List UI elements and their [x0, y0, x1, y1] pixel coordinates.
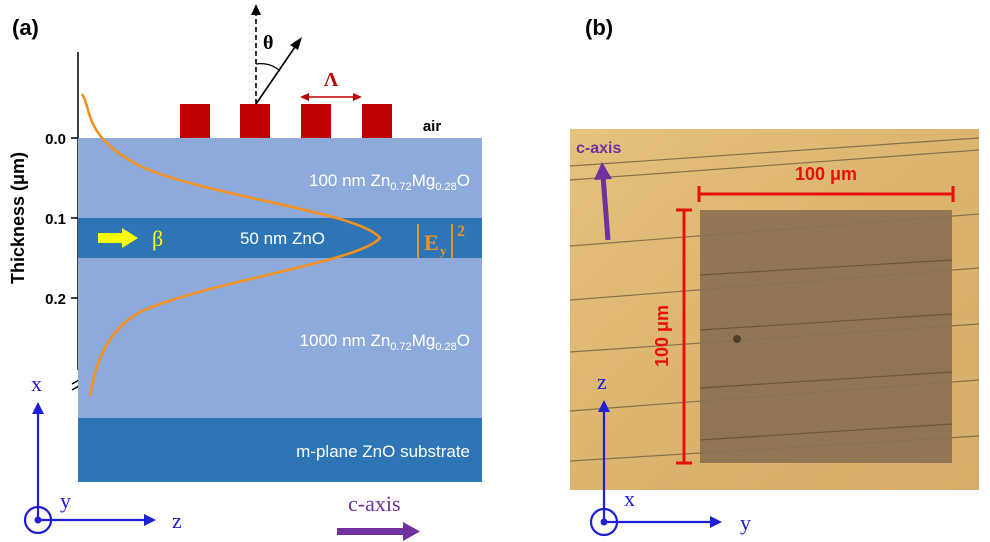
- diffracted-arrowhead-icon: [290, 37, 302, 50]
- coord-z-label-b: z: [597, 369, 607, 394]
- tick-label-2: 0.2: [45, 291, 66, 308]
- coord-z-label-a: z: [172, 508, 182, 533]
- svg-text:y: y: [440, 243, 447, 258]
- propagation-arrow-icon: [98, 228, 138, 248]
- coord-x-label-a: x: [31, 371, 42, 396]
- field-intensity-label: E y 2: [417, 223, 465, 258]
- beta-label: β: [152, 226, 163, 251]
- layer-core: [78, 218, 482, 258]
- width-scale-bar: [697, 186, 955, 202]
- pad-stripes: [699, 259, 953, 441]
- coordinate-axes-b: [589, 400, 722, 537]
- coord-x-label-b: x: [624, 486, 635, 511]
- c-axis-arrow-icon-a: [337, 522, 420, 541]
- thickness-axis-title: Thickness (μm): [8, 152, 28, 284]
- height-scale-label: 100 μm: [652, 305, 672, 367]
- theta-arc: [255, 63, 281, 72]
- panel-b: (b) c-axis: [569, 15, 980, 537]
- coord-y-label-a: y: [60, 488, 71, 513]
- layer-substrate: [78, 418, 482, 482]
- c-axis-label-b: c-axis: [576, 140, 621, 157]
- pad-defect: [733, 335, 741, 343]
- panel-a-label: (a): [12, 15, 39, 40]
- field-profile-curve: [80, 93, 382, 397]
- grating-bar-2: [240, 104, 270, 138]
- coordinate-axes-a: [23, 402, 156, 535]
- grating-bar-3: [301, 104, 331, 138]
- layer-cladding-bottom: [78, 258, 482, 418]
- grating-pad: [700, 210, 952, 463]
- theta-label: θ: [263, 32, 273, 54]
- tick-label-0: 0.0: [45, 131, 66, 148]
- svg-text:2: 2: [457, 223, 465, 240]
- layer-label-top: 100 nm Zn0.72Mg0.28O: [309, 171, 470, 193]
- diffracted-beam-line: [255, 43, 298, 105]
- period-label: Λ: [324, 69, 339, 91]
- coord-y-label-b: y: [740, 510, 751, 535]
- panel-a: (a) 0.0 0.1 0.2 Thickness (μm) 100 nm Zn…: [8, 4, 482, 541]
- svg-text:E: E: [424, 230, 439, 255]
- period-arrow-icon: [300, 93, 362, 101]
- panel-b-label: (b): [585, 15, 613, 40]
- width-scale-label: 100 μm: [795, 164, 857, 184]
- layer-label-bottom: 1000 nm Zn0.72Mg0.28O: [300, 331, 470, 353]
- c-axis-label-a: c-axis: [348, 491, 401, 516]
- height-scale-bar: [676, 208, 692, 465]
- grating-bar-1: [180, 104, 210, 138]
- air-label: air: [423, 118, 442, 135]
- grating-bar-4: [362, 104, 392, 138]
- normal-arrowhead-icon: [251, 4, 261, 15]
- layer-label-substrate: m-plane ZnO substrate: [296, 442, 470, 461]
- c-axis-arrow-icon-b: [594, 162, 612, 241]
- tick-label-1: 0.1: [45, 211, 66, 228]
- layer-label-core: 50 nm ZnO: [240, 229, 325, 248]
